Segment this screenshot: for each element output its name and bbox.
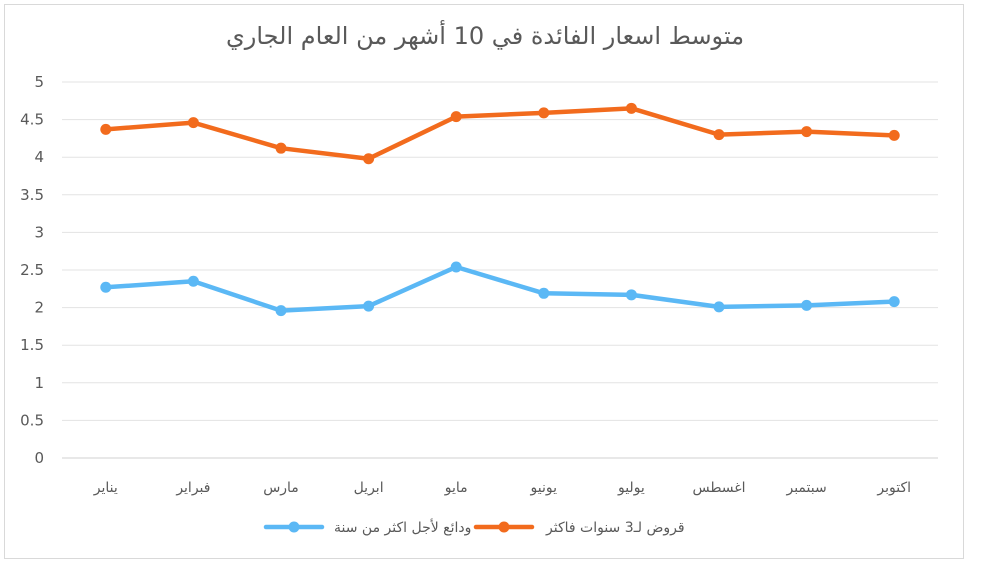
data-point — [275, 305, 287, 317]
data-point — [100, 123, 112, 135]
y-axis-ticks: 0 0.5 1 1.5 2 2.5 3 3.5 4 4.5 5 — [20, 73, 44, 467]
legend-item: ودائع لأجل اكثر من سنة — [263, 518, 471, 536]
data-point — [538, 107, 550, 119]
x-tick-label: مارس — [263, 480, 299, 496]
legend-label: قروض لـ3 سنوات فاكثر — [545, 520, 685, 536]
legend-label: ودائع لأجل اكثر من سنة — [334, 518, 471, 536]
data-point — [888, 296, 900, 308]
data-point — [363, 300, 375, 312]
series-line — [103, 264, 897, 313]
y-tick-label: 0 — [34, 449, 44, 467]
gridlines — [62, 81, 938, 459]
x-tick-label: اكتوبر — [876, 480, 911, 496]
y-tick-label: 4 — [34, 148, 44, 166]
series-2 — [100, 102, 900, 165]
y-tick-label: 5 — [34, 73, 44, 91]
y-tick-label: 2 — [34, 299, 44, 317]
y-tick-label: 1 — [34, 374, 44, 392]
data-point — [187, 117, 199, 129]
data-point — [713, 301, 725, 313]
x-axis-ticks: يناير فبراير مارس ابريل مايو يونيو يوليو اغسطس س… — [93, 480, 911, 496]
data-point — [538, 287, 550, 299]
data-point — [363, 153, 375, 165]
y-tick-label: 1.5 — [20, 336, 44, 354]
x-tick-label: يوليو — [617, 480, 645, 496]
y-tick-label: 0.5 — [20, 411, 44, 429]
x-tick-label: سبتمبر — [785, 480, 826, 496]
data-point — [801, 126, 813, 138]
legend-swatch-marker — [498, 521, 510, 533]
data-point — [100, 281, 112, 293]
data-point — [625, 289, 637, 301]
y-tick-label: 3 — [34, 223, 44, 241]
data-point — [801, 299, 813, 311]
series-group — [100, 102, 900, 317]
y-tick-label: 2.5 — [20, 261, 44, 279]
legend-item: قروض لـ3 سنوات فاكثر — [473, 520, 685, 536]
series-line — [103, 106, 897, 161]
x-tick-label: مايو — [444, 480, 468, 496]
x-tick-label: اغسطس — [692, 480, 745, 496]
data-point — [888, 129, 900, 141]
data-point — [187, 275, 199, 287]
data-point — [275, 142, 287, 154]
x-tick-label: يونيو — [530, 480, 558, 496]
data-point — [450, 111, 462, 123]
data-point — [625, 102, 637, 114]
chart-title: متوسط اسعار الفائدة في 10 أشهر من العام … — [225, 22, 745, 50]
series-1 — [100, 261, 900, 317]
x-tick-label: ابريل — [354, 480, 384, 496]
y-tick-label: 3.5 — [20, 186, 44, 204]
legend-swatch-marker — [288, 521, 300, 533]
data-point — [713, 129, 725, 141]
legend: قروض لـ3 سنوات فاكثر ودائع لأجل اكثر من س… — [263, 518, 685, 536]
y-tick-label: 4.5 — [20, 111, 44, 129]
x-tick-label: فبراير — [175, 480, 210, 496]
data-point — [450, 261, 462, 273]
x-tick-label: يناير — [93, 480, 118, 496]
